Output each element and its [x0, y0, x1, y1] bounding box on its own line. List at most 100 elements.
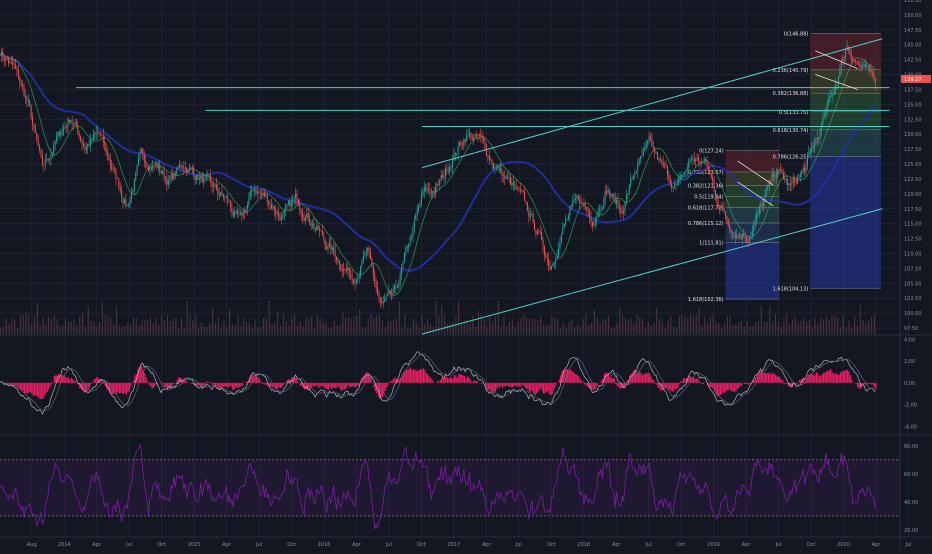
volume-bar — [543, 325, 544, 334]
macd-histogram-bar — [615, 383, 616, 384]
volume-bar — [679, 316, 680, 334]
candle-body — [278, 213, 279, 215]
candle-body — [598, 211, 599, 218]
volume-bar — [45, 324, 46, 334]
volume-bar — [74, 319, 75, 334]
candle-body — [804, 168, 805, 172]
candle-body — [418, 207, 419, 211]
candle-body — [814, 143, 815, 148]
macd-histogram-bar — [837, 374, 838, 382]
volume-bar — [334, 321, 335, 334]
candle-body — [796, 180, 797, 184]
macd-histogram-bar — [573, 372, 574, 383]
candle-body — [151, 167, 152, 169]
volume-bar — [116, 307, 117, 334]
candle-body — [757, 213, 758, 215]
candle-body — [57, 132, 58, 137]
candle-body — [698, 158, 699, 161]
volume-bar — [195, 315, 196, 334]
volume-bar — [597, 317, 598, 334]
macd-histogram-bar — [618, 383, 619, 387]
candle-body — [753, 226, 754, 231]
macd-histogram-bar — [130, 383, 131, 387]
candle-body — [786, 179, 787, 180]
macd-histogram-bar — [283, 383, 284, 385]
time-tick-label: Jul — [385, 542, 392, 548]
macd-histogram-bar — [871, 383, 872, 385]
macd-histogram-bar — [123, 383, 124, 394]
candle-body — [793, 178, 794, 183]
volume-bar — [153, 323, 154, 334]
candle-body — [79, 133, 80, 136]
volume-bar — [161, 315, 162, 334]
candle-body — [475, 134, 476, 138]
macd-histogram-bar — [150, 383, 151, 386]
candle-body — [453, 153, 454, 160]
candle-body — [627, 194, 628, 195]
macd-histogram-bar — [209, 382, 210, 383]
candle-body — [769, 180, 770, 187]
candle-body — [60, 135, 61, 136]
volume-bar — [404, 314, 405, 334]
macd-histogram-bar — [776, 376, 777, 383]
candle-body — [722, 206, 723, 207]
candle-body — [91, 139, 92, 140]
candle-body — [866, 67, 867, 68]
candle-body — [460, 142, 461, 144]
volume-bar — [57, 319, 58, 334]
candle-body — [615, 195, 616, 203]
candle-body — [760, 204, 761, 207]
volume-bar — [515, 327, 516, 334]
candle-body — [666, 166, 667, 167]
volume-bar — [376, 316, 377, 334]
macd-histogram-bar — [827, 371, 828, 383]
fib-zone — [810, 130, 881, 157]
time-tick-label: 2016 — [318, 542, 331, 548]
candle-body — [318, 226, 319, 230]
volume-bar — [617, 323, 618, 334]
candle-body — [564, 224, 565, 228]
macd-histogram-bar — [649, 374, 650, 383]
macd-histogram-bar — [855, 383, 856, 384]
macd-histogram-bar — [723, 383, 724, 393]
volume-bar — [407, 328, 408, 334]
macd-histogram-bar — [872, 383, 873, 385]
volume-bar — [127, 323, 128, 334]
macd-histogram-bar — [51, 383, 52, 385]
macd-histogram-bar — [414, 369, 415, 382]
volume-bar — [492, 322, 493, 334]
macd-histogram-bar — [175, 382, 176, 383]
candle-body — [561, 234, 562, 243]
candle-body — [520, 189, 521, 191]
macd-histogram-bar — [421, 369, 422, 382]
volume-bar — [554, 318, 555, 334]
candle-body — [609, 190, 610, 194]
volume-bar — [119, 326, 120, 334]
macd-histogram-bar — [197, 383, 198, 385]
fib-level-label: 1(111.81) — [699, 241, 724, 247]
volume-bar — [469, 322, 470, 334]
candle-body — [125, 200, 126, 206]
candle-body — [492, 160, 493, 164]
candle-body — [633, 175, 634, 178]
candle-body — [707, 160, 708, 166]
volume-bar — [503, 316, 504, 334]
macd-histogram-bar — [279, 383, 280, 387]
volume-bar — [322, 322, 323, 334]
candle-body — [685, 171, 686, 173]
volume-bar — [6, 319, 7, 334]
macd-histogram-bar — [727, 383, 728, 390]
macd-histogram-bar — [527, 383, 528, 390]
candle-body — [439, 181, 440, 185]
macd-histogram-bar — [643, 374, 644, 383]
macd-histogram-bar — [830, 369, 831, 383]
volume-bar — [164, 320, 165, 334]
candle-body — [699, 161, 700, 164]
candle-body — [69, 120, 70, 122]
fib-level-label: 1.618(104.13) — [773, 286, 809, 292]
candle-body — [412, 227, 413, 236]
candle-body — [2, 52, 3, 56]
volume-bar — [783, 317, 784, 334]
candle-body — [808, 153, 809, 158]
